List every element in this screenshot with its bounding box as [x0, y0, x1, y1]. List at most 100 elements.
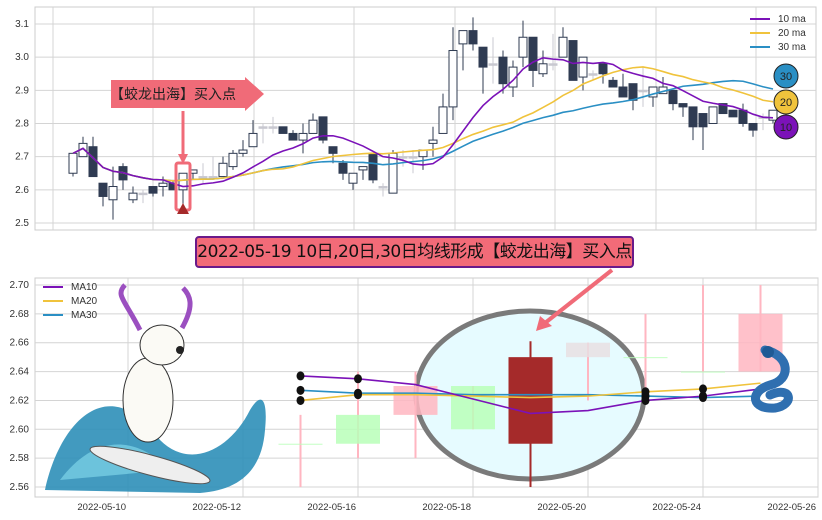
- candle-body: [288, 132, 298, 141]
- candle-body: [558, 36, 568, 58]
- badge-ma20: [773, 89, 799, 115]
- candle-body: [228, 152, 238, 168]
- candle-body: [528, 36, 538, 71]
- candle-body: [358, 166, 368, 171]
- y-tick-label: 3.0: [15, 52, 29, 63]
- y-tick-label: 3.1: [15, 19, 29, 30]
- candle-body: [248, 132, 258, 148]
- x-tick-label: 2022-05-12: [192, 502, 241, 513]
- dog-surfing-illustration: [45, 283, 266, 493]
- legend: MA10 MA20 MA30: [43, 282, 98, 321]
- x-tick-label: 2022-05-26: [767, 502, 816, 513]
- down-arrow-head: [178, 154, 188, 164]
- candle-body: [678, 103, 688, 108]
- y-tick-label: 2.62: [10, 395, 30, 406]
- ma20-line: [300, 382, 761, 402]
- candle-body: [458, 30, 468, 45]
- ma-point-marker: [296, 371, 305, 381]
- candle-body: [268, 126, 278, 129]
- candle-body: [478, 46, 488, 68]
- candle-body: [98, 182, 108, 197]
- ma-point-marker: [699, 384, 707, 394]
- candle-body: [628, 83, 638, 101]
- y-tick-label: 2.6: [15, 185, 29, 196]
- candle-body: [138, 192, 148, 196]
- x-tick-label: 2022-05-10: [77, 502, 126, 513]
- y-tick-label: 2.58: [10, 453, 30, 464]
- candle-body: [568, 40, 578, 81]
- badge-ma10: [773, 114, 799, 140]
- candle-body: [378, 186, 388, 189]
- candle-body: [738, 109, 748, 124]
- candle-body: [578, 56, 588, 78]
- candle-body: [198, 176, 208, 179]
- badge-label-ma20: 20: [780, 97, 792, 109]
- candle-body: [598, 63, 608, 75]
- plot-area: [34, 6, 817, 231]
- candle-body: [518, 36, 528, 58]
- y-tick-label: 2.7: [15, 152, 29, 163]
- candle-body: [451, 386, 495, 430]
- top-candlestick-chart: 2.5 2.6 2.7 2.8 2.9 3.0 3.1 10 ma 20 ma 30 ma 30 20…: [15, 6, 817, 231]
- y-tick-label: 2.60: [10, 424, 30, 435]
- y-tick-label: 2.64: [10, 367, 30, 378]
- ma-point-marker: [354, 390, 362, 400]
- candle-body: [668, 89, 678, 105]
- candle-body: [158, 182, 168, 188]
- candle-body: [768, 109, 778, 121]
- dragon-head: [762, 346, 774, 358]
- ma-point-marker: [641, 395, 650, 405]
- legend-label-ma10: 10 ma: [778, 14, 806, 25]
- candle-body: [218, 162, 228, 178]
- candle-body: [68, 152, 78, 174]
- ma-point-marker: [699, 391, 707, 401]
- candle-body: [208, 176, 218, 179]
- candle-body: [348, 172, 358, 184]
- candle-body: [298, 132, 308, 141]
- legend-label-ma20: 20 ma: [778, 28, 806, 39]
- candle-body: [618, 86, 628, 98]
- x-tick-label: 2022-05-20: [537, 502, 586, 513]
- candle-body: [448, 50, 458, 108]
- candle-body: [108, 186, 118, 201]
- candle-body: [238, 149, 248, 154]
- dog-head: [139, 324, 185, 366]
- candle-body: [428, 139, 438, 144]
- candle-body: [488, 63, 498, 66]
- ma-point-marker: [354, 374, 362, 384]
- candle-body: [681, 371, 725, 373]
- x-tick-label: 2022-05-24: [652, 502, 701, 513]
- surfboard: [89, 445, 211, 485]
- candle-body: [336, 414, 380, 444]
- candle-body: [368, 152, 378, 181]
- arrow-annotation-label: 【蛟龙出海】买入点: [110, 87, 236, 103]
- blue-dragon-illustration: [751, 345, 793, 413]
- candle-body: [566, 342, 610, 358]
- candle-body: [718, 103, 728, 115]
- candle-body: [638, 89, 648, 93]
- y-tick-label: 2.68: [10, 309, 30, 320]
- x-tick-label: 2022-05-18: [422, 502, 471, 513]
- triangle-up-icon: [177, 203, 189, 214]
- candle-body: [468, 30, 478, 45]
- ma10-line: [300, 375, 761, 415]
- candle-body: [393, 386, 438, 415]
- candle-body: [648, 86, 658, 98]
- candle-body: [738, 313, 783, 372]
- candle-body: [623, 357, 668, 359]
- candle-body: [498, 56, 508, 85]
- y-tick-label: 2.56: [10, 482, 30, 493]
- y-tick-label: 2.5: [15, 218, 29, 229]
- badge-label-ma30: 30: [780, 71, 792, 83]
- arrow-banner: [111, 77, 264, 111]
- candle-body: [708, 106, 718, 124]
- x-tick-label: 2022-05-16: [307, 502, 356, 513]
- dragon-body: [751, 345, 793, 413]
- candle-body: [308, 119, 318, 134]
- candle-body: [328, 146, 338, 154]
- pointer-arrow-head: [536, 316, 552, 331]
- candle-body: [688, 106, 698, 128]
- candle-body: [128, 192, 138, 201]
- candle-body: [698, 113, 708, 128]
